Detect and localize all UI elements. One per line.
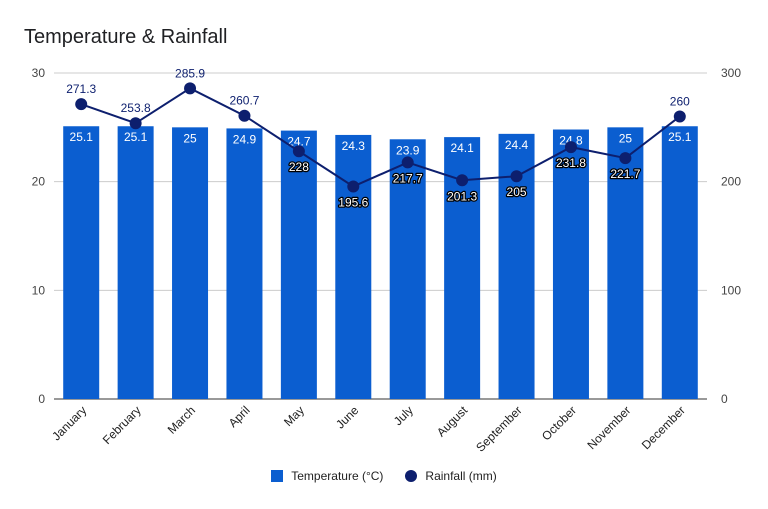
line-data-label: 285.9	[175, 66, 205, 80]
left-axis-tick-label: 20	[32, 175, 46, 189]
rainfall-line	[80, 87, 681, 188]
chart-title: Temperature & Rainfall	[24, 26, 228, 48]
bar-data-label: 25.1	[124, 130, 148, 144]
bar-data-label: 24.7	[287, 135, 311, 149]
bar	[335, 134, 372, 399]
bar-data-label: 24.4	[505, 138, 529, 152]
line-data-label: 205	[507, 185, 527, 199]
bar	[552, 129, 589, 400]
category-label: September	[473, 403, 524, 454]
line-data-label: 253.8	[121, 101, 151, 115]
left-axis-tick-label: 10	[32, 283, 46, 297]
right-axis-tick-label: 300	[721, 66, 741, 80]
category-label: November	[584, 403, 633, 452]
left-axis-tick-label: 30	[32, 66, 46, 80]
line-point	[238, 109, 251, 122]
line-point	[292, 145, 305, 158]
category-label: January	[49, 403, 89, 443]
bar-data-label: 23.9	[396, 143, 420, 157]
bar	[280, 130, 317, 400]
bar-data-label: 25	[619, 131, 633, 145]
line-point	[619, 152, 632, 165]
legend-swatch-rainfall	[405, 470, 418, 482]
line-data-label: 221.7	[610, 167, 640, 181]
line-data-label: 271.3	[66, 82, 96, 96]
category-label: February	[100, 403, 144, 447]
category-label: August	[434, 403, 471, 440]
legend-label-rainfall: Rainfall (mm)	[425, 469, 497, 483]
right-axis-tick-label: 200	[721, 175, 741, 189]
legend: Temperature (°C) Rainfall (mm)	[0, 469, 768, 483]
line-data-label: 260	[670, 94, 690, 108]
line-point	[673, 110, 686, 123]
bar	[661, 126, 698, 399]
bar-data-label: 25.1	[668, 130, 692, 144]
category-label: April	[226, 403, 253, 430]
legend-label-temperature: Temperature (°C)	[291, 469, 384, 483]
line-point	[564, 141, 577, 154]
category-label: December	[639, 403, 688, 452]
bar-data-label: 24.3	[342, 139, 366, 153]
bar-data-label: 24.9	[233, 132, 257, 146]
line-data-label: 231.8	[556, 156, 586, 170]
line-point	[456, 174, 469, 187]
bar	[172, 127, 209, 399]
line-data-label: 195.6	[338, 195, 368, 209]
line-point	[510, 170, 523, 183]
line-data-label: 260.7	[229, 94, 259, 108]
line-data-label: 228	[289, 160, 309, 174]
bar	[389, 139, 426, 399]
line-point	[347, 180, 360, 193]
left-axis-tick-label: 0	[38, 392, 45, 406]
right-axis-tick-label: 0	[721, 392, 728, 406]
bar-data-label: 25	[183, 131, 197, 145]
bar	[117, 126, 154, 399]
bar	[63, 126, 100, 399]
right-axis-tick-label: 100	[721, 283, 741, 297]
category-label: June	[333, 403, 362, 432]
legend-item-temperature[interactable]: Temperature (°C)	[271, 469, 383, 483]
line-data-label: 201.3	[447, 189, 477, 203]
line-point	[75, 98, 88, 111]
line-point	[401, 156, 414, 169]
bar-data-label: 24.8	[559, 134, 583, 148]
bar-data-label: 25.1	[70, 130, 94, 144]
line-point	[129, 117, 142, 130]
category-label: July	[391, 403, 416, 428]
bar	[226, 128, 263, 400]
legend-item-rainfall[interactable]: Rainfall (mm)	[405, 469, 497, 483]
line-point	[184, 82, 197, 95]
bar-data-label: 24.1	[450, 141, 474, 155]
line-data-label: 217.7	[393, 171, 423, 185]
category-label: October	[539, 403, 579, 443]
legend-swatch-temperature	[271, 470, 284, 482]
bar	[607, 127, 644, 399]
category-label: March	[165, 403, 198, 436]
category-label: May	[281, 403, 307, 429]
